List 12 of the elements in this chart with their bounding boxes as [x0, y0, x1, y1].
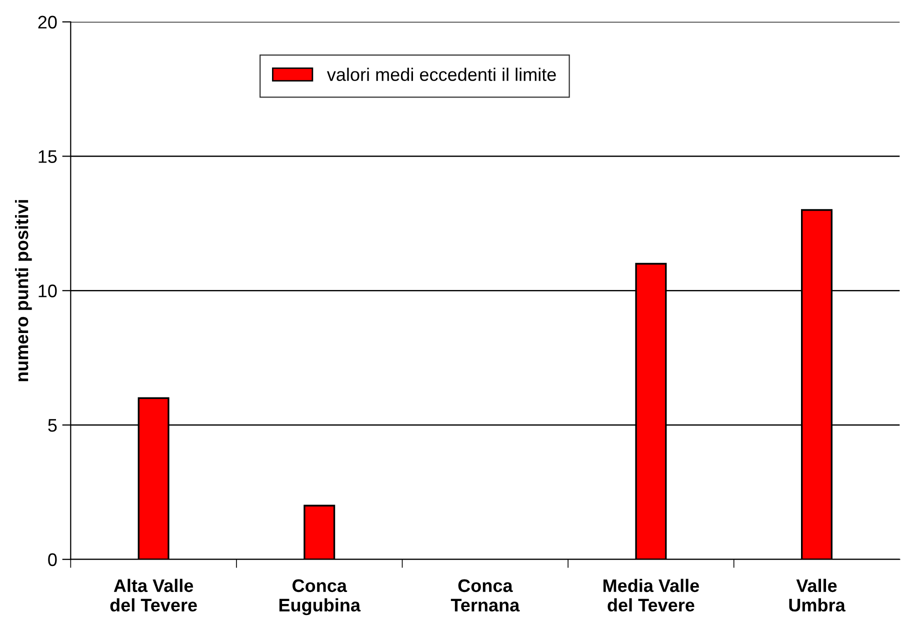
- x-tick-label: Conca Ternana: [450, 579, 520, 612]
- x-tick-label: Conca Eugubina: [279, 579, 361, 616]
- y-tick-label: 10: [38, 284, 57, 298]
- y-tick-label: 0: [48, 553, 57, 566]
- legend-label: valori medi eccedenti il limite: [326, 68, 556, 81]
- y-tick-label: 20: [38, 16, 57, 29]
- x-tick-label: Media Valle del Tevere: [603, 578, 700, 612]
- y-tick-label: 5: [48, 419, 57, 432]
- y-tick-label: 15: [38, 150, 57, 163]
- y-axis-title: numero punti positivi: [15, 200, 32, 382]
- x-tick-label: Alta Valle del Tevere: [110, 578, 197, 612]
- x-tick-label: Valle Umbra: [789, 578, 846, 612]
